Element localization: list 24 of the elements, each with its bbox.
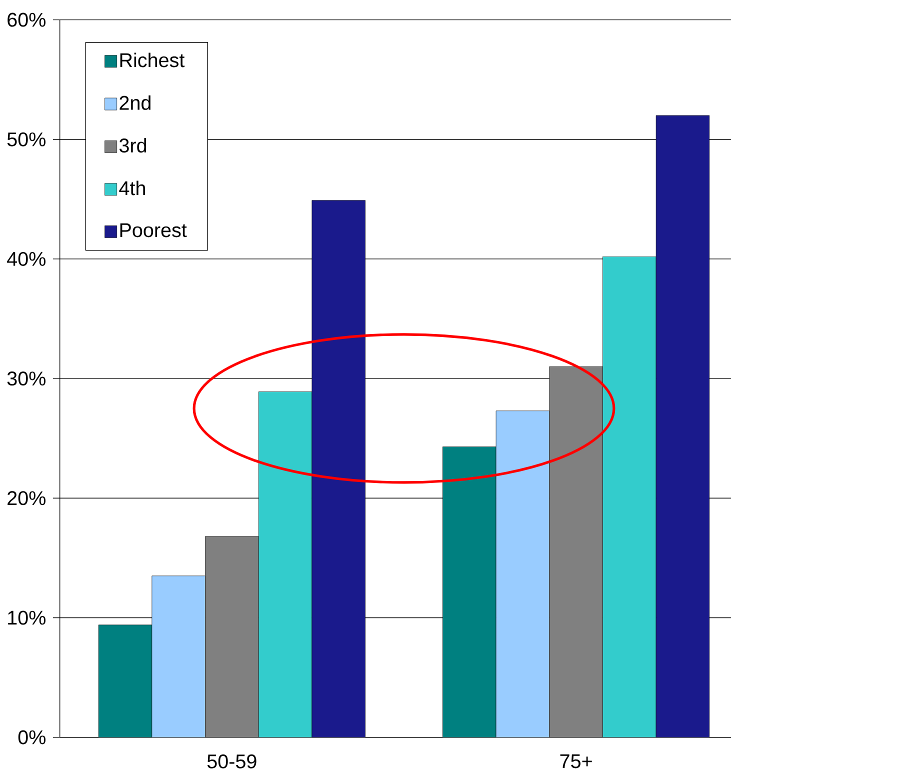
y-tick-label: 20% (8, 491, 46, 506)
legend-label: 4th (119, 180, 145, 196)
bar (258, 392, 312, 738)
legend-label: Richest (120, 52, 185, 68)
bar (549, 366, 603, 738)
bar (656, 115, 710, 738)
bar (205, 536, 259, 738)
bar (98, 624, 152, 738)
legend-label: 2nd (120, 95, 150, 110)
x-tick-label: 75+ (560, 754, 592, 768)
legend-label: 3rd (119, 138, 146, 153)
bar (602, 256, 656, 738)
y-tick-label: 0% (18, 730, 46, 744)
y-tick-label: 40% (7, 252, 46, 266)
y-tick-label: 60% (8, 12, 46, 27)
y-tick-label: 30% (7, 372, 46, 386)
bar (442, 446, 496, 738)
bar (312, 200, 366, 738)
bar (496, 410, 550, 738)
legend-label: Poorest (120, 223, 187, 238)
y-tick-label: 10% (8, 610, 46, 625)
bar (152, 576, 206, 738)
y-tick-label: 50% (7, 132, 46, 146)
x-tick-label: 50-59 (207, 754, 256, 768)
